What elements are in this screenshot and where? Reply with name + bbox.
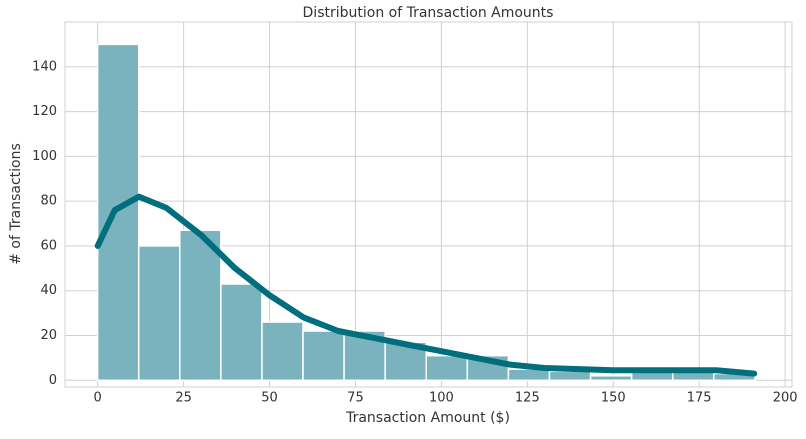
- histogram-bar: [179, 229, 222, 382]
- kde-line: [94, 193, 758, 377]
- x-tick-label: 25: [175, 391, 192, 406]
- y-tick-label: 60: [40, 238, 57, 253]
- histogram-bar: [96, 43, 140, 382]
- x-tick-label: 0: [94, 391, 102, 406]
- y-tick-label: 20: [40, 328, 57, 343]
- histogram-bar: [137, 245, 181, 382]
- y-tick-label: 120: [32, 104, 57, 119]
- chart-title: Distribution of Transaction Amounts: [303, 5, 554, 21]
- histogram-bar: [589, 375, 633, 382]
- histogram-bar: [548, 370, 592, 382]
- histogram-bar: [220, 283, 263, 382]
- histogram-bar: [425, 354, 469, 382]
- y-axis-label: # of Transactions: [8, 143, 24, 265]
- x-tick-label: 175: [687, 391, 712, 406]
- x-tick-label: 75: [347, 391, 364, 406]
- x-axis-label: Transaction Amount ($): [345, 410, 510, 426]
- x-tick-label: 125: [515, 391, 540, 406]
- y-tick-label: 100: [32, 149, 57, 164]
- y-tick-label: 40: [40, 283, 57, 298]
- x-tick-label: 150: [601, 391, 626, 406]
- y-tick-label: 0: [49, 373, 57, 388]
- histogram-bar: [302, 330, 345, 382]
- y-tick-label: 140: [32, 59, 57, 74]
- histogram-bar: [261, 321, 304, 382]
- x-tick-label: 200: [773, 391, 798, 406]
- y-tick-label: 80: [40, 194, 57, 209]
- x-tick-label: 50: [261, 391, 278, 406]
- x-tick-label: 100: [429, 391, 454, 406]
